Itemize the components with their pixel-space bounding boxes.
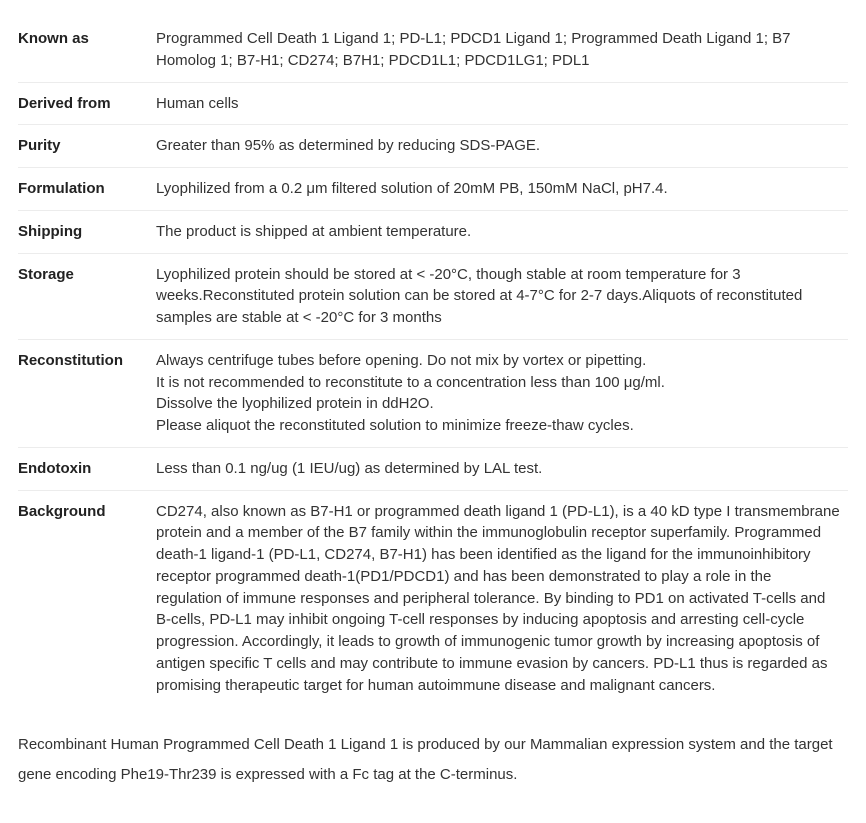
label-known-as: Known as: [18, 18, 156, 82]
product-description: Recombinant Human Programmed Cell Death …: [18, 730, 848, 790]
row-formulation: Formulation Lyophilized from a 0.2 μm fi…: [18, 168, 848, 211]
value-reconstitution: Always centrifuge tubes before opening. …: [156, 339, 848, 447]
label-purity: Purity: [18, 125, 156, 168]
label-derived-from: Derived from: [18, 82, 156, 125]
row-background: Background CD274, also known as B7-H1 or…: [18, 490, 848, 706]
row-shipping: Shipping The product is shipped at ambie…: [18, 210, 848, 253]
value-background: CD274, also known as B7-H1 or programmed…: [156, 490, 848, 706]
row-derived-from: Derived from Human cells: [18, 82, 848, 125]
value-purity: Greater than 95% as determined by reduci…: [156, 125, 848, 168]
label-background: Background: [18, 490, 156, 706]
row-reconstitution: Reconstitution Always centrifuge tubes b…: [18, 339, 848, 447]
label-reconstitution: Reconstitution: [18, 339, 156, 447]
value-formulation: Lyophilized from a 0.2 μm filtered solut…: [156, 168, 848, 211]
row-storage: Storage Lyophilized protein should be st…: [18, 253, 848, 339]
value-shipping: The product is shipped at ambient temper…: [156, 210, 848, 253]
label-endotoxin: Endotoxin: [18, 447, 156, 490]
value-derived-from: Human cells: [156, 82, 848, 125]
value-endotoxin: Less than 0.1 ng/ug (1 IEU/ug) as determ…: [156, 447, 848, 490]
label-formulation: Formulation: [18, 168, 156, 211]
value-known-as: Programmed Cell Death 1 Ligand 1; PD-L1;…: [156, 18, 848, 82]
value-storage: Lyophilized protein should be stored at …: [156, 253, 848, 339]
spec-table: Known as Programmed Cell Death 1 Ligand …: [18, 18, 848, 706]
row-known-as: Known as Programmed Cell Death 1 Ligand …: [18, 18, 848, 82]
row-endotoxin: Endotoxin Less than 0.1 ng/ug (1 IEU/ug)…: [18, 447, 848, 490]
label-shipping: Shipping: [18, 210, 156, 253]
row-purity: Purity Greater than 95% as determined by…: [18, 125, 848, 168]
label-storage: Storage: [18, 253, 156, 339]
